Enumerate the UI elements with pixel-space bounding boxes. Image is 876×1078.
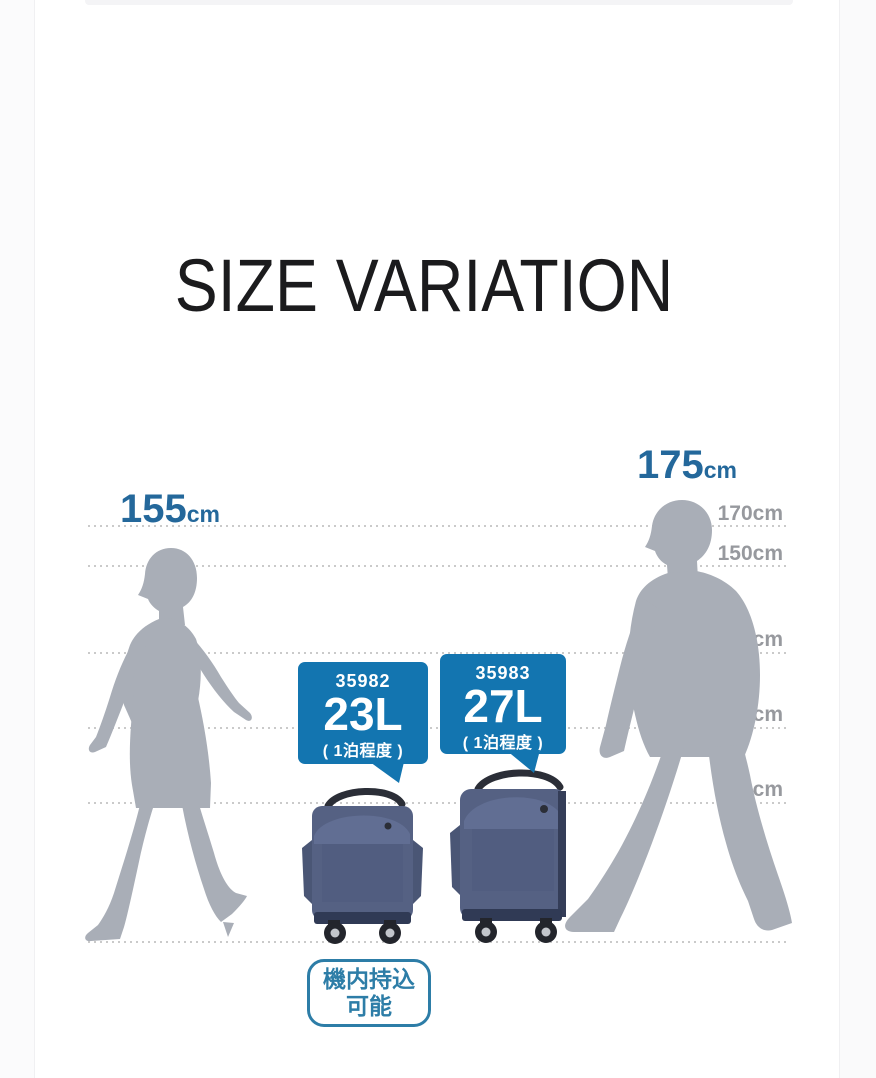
male-height-value: 175: [637, 443, 704, 487]
suitcase-23l-photo: [302, 788, 423, 944]
male-height-unit: cm: [703, 457, 737, 483]
gridline-110cm: [88, 652, 788, 654]
female-silhouette: [85, 548, 252, 942]
scale-label-170cm: 170cm: [717, 502, 783, 525]
callout-27l: 35983 27L ( 1泊程度 ): [440, 654, 566, 773]
carry-on-badge: 機内持込 可能: [307, 959, 431, 1027]
product-note-27l: ( 1泊程度 ): [462, 735, 544, 752]
page-title: SIZE VARIATION: [174, 244, 674, 327]
callout-23l: 35982 23L ( 1泊程度 ): [298, 662, 428, 783]
gridline-50cm: [88, 802, 788, 804]
male-height-label: 175cm: [637, 443, 737, 487]
callout-27l-pointer: [506, 750, 540, 773]
product-code-27l: 35983: [475, 663, 531, 683]
product-capacity-23l: 23L: [323, 688, 403, 740]
callout-23l-pointer: [370, 762, 404, 783]
female-height-label: 155cm: [120, 487, 220, 531]
suitcase-27l-photo: [450, 769, 566, 943]
gridline-ground: [88, 941, 788, 943]
page-left-margin: [0, 0, 35, 1078]
male-silhouette: [565, 500, 792, 932]
gridline-170cm: [88, 525, 788, 527]
product-capacity-27l: 27L: [463, 680, 543, 732]
suitcase-27l-handle: [474, 769, 564, 793]
gridline-80cm: [88, 727, 788, 729]
female-height-value: 155: [120, 487, 187, 531]
scale-label-150cm: 150cm: [717, 542, 783, 565]
carry-on-badge-line1: 機内持込: [323, 966, 415, 992]
female-height-unit: cm: [186, 501, 220, 527]
section-divider: [85, 0, 793, 5]
carry-on-badge-line2: 可能: [346, 993, 392, 1019]
product-note-23l: ( 1泊程度 ): [322, 743, 404, 760]
suitcase-23l-handle: [324, 788, 406, 810]
product-code-23l: 35982: [335, 671, 391, 691]
page-right-margin: [839, 0, 876, 1078]
gridline-150cm: [88, 565, 788, 567]
